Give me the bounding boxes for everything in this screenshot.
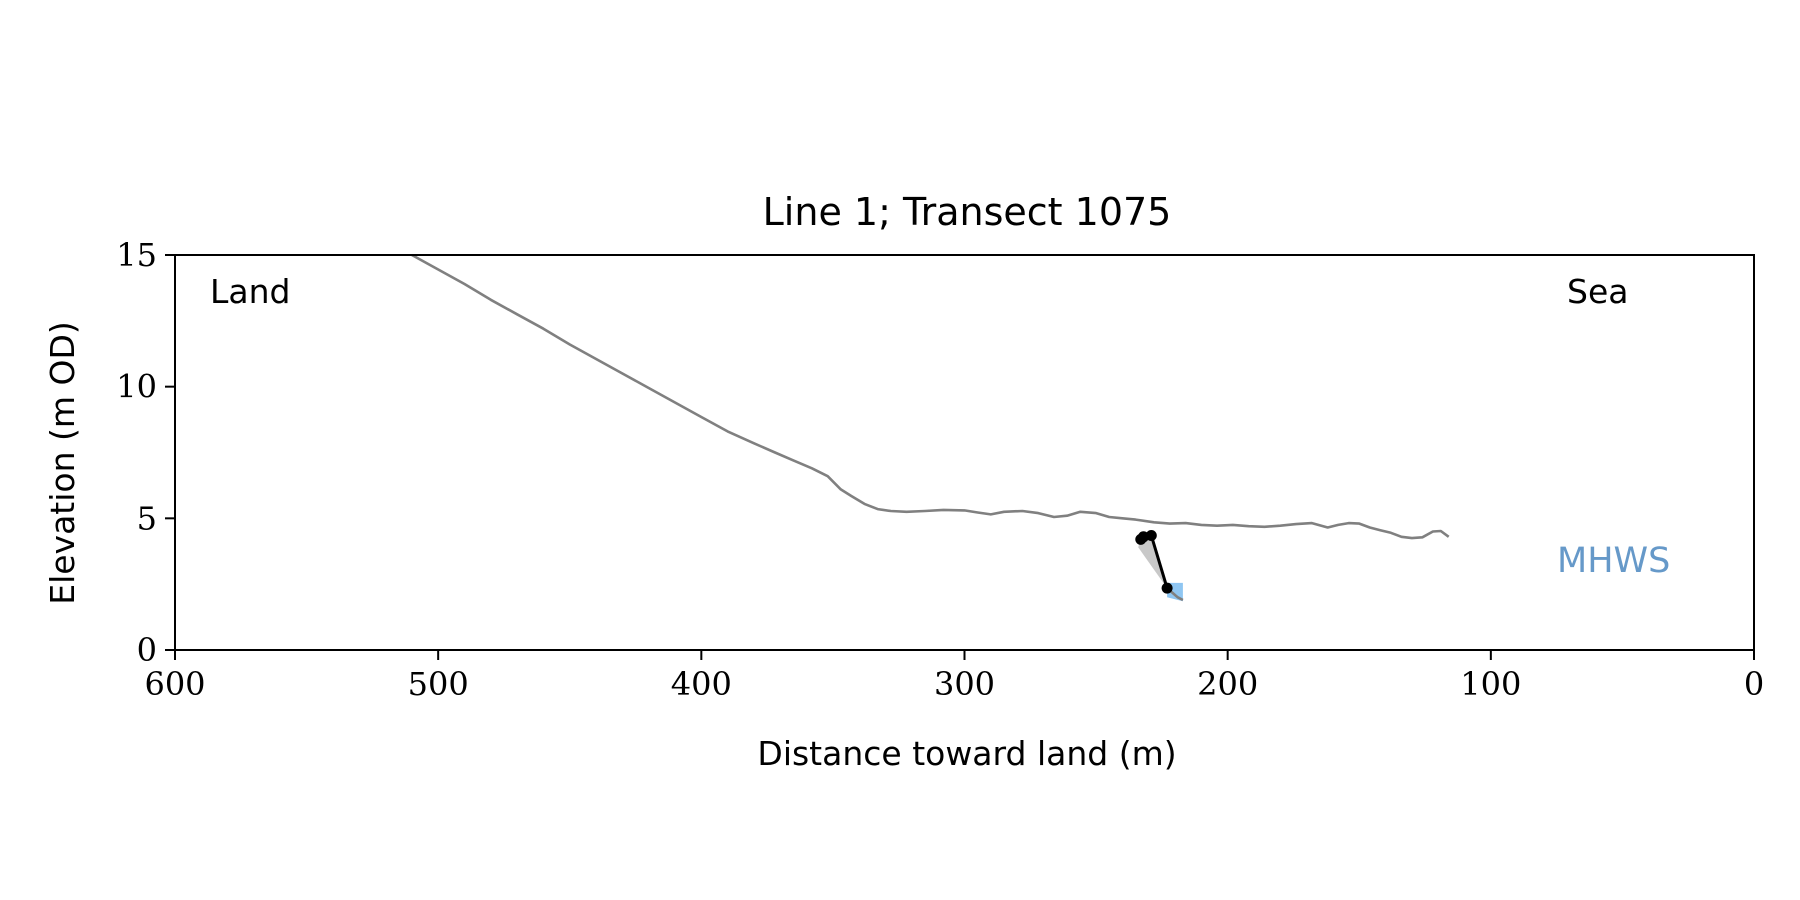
y-tick-label-0: 0 bbox=[137, 631, 157, 669]
highlight-point-4 bbox=[1161, 582, 1173, 594]
profile-shade bbox=[1138, 535, 1168, 589]
land-annotation: Land bbox=[210, 272, 290, 311]
x-tick-label-200: 200 bbox=[1197, 665, 1258, 703]
y-tick-label-10: 10 bbox=[116, 368, 157, 406]
x-tick-label-100: 100 bbox=[1460, 665, 1521, 703]
plot-frame bbox=[174, 254, 1755, 651]
y-axis-label: Elevation (m OD) bbox=[43, 321, 82, 605]
sea-annotation: Sea bbox=[1567, 272, 1628, 311]
highlight-point-3 bbox=[1145, 530, 1157, 541]
x-tick-label-400: 400 bbox=[671, 665, 732, 703]
x-tick-label-600: 600 bbox=[144, 665, 205, 703]
x-tick-label-0: 0 bbox=[1744, 665, 1764, 703]
plot-layer: 600 500 400 300 200 100 0 0 5 10 15 bbox=[116, 236, 1764, 703]
x-tick-label-500: 500 bbox=[408, 665, 469, 703]
x-axis-label: Distance toward land (m) bbox=[757, 734, 1176, 773]
y-tick-label-15: 15 bbox=[116, 236, 157, 274]
profile-line bbox=[411, 253, 1450, 540]
y-tick-label-5: 5 bbox=[137, 499, 157, 537]
x-tick-label-300: 300 bbox=[934, 665, 995, 703]
chart-title: Line 1; Transect 1075 bbox=[763, 190, 1172, 234]
mhws-annotation: MHWS bbox=[1557, 541, 1670, 581]
